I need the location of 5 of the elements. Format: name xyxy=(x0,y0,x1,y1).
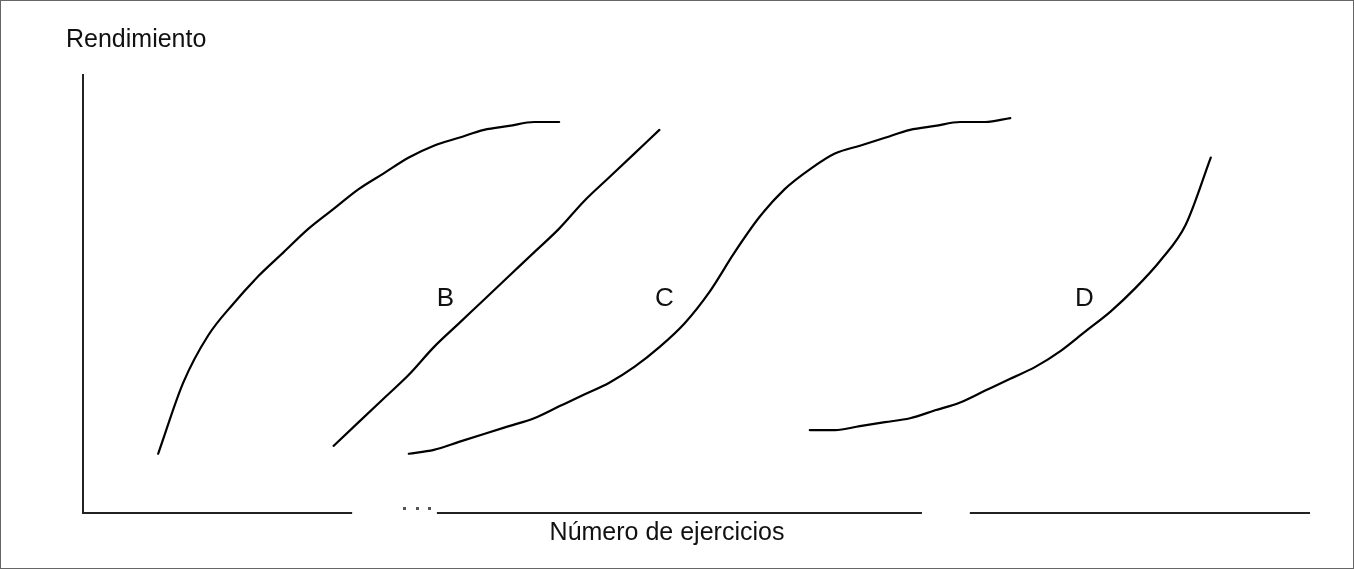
series-label: C xyxy=(654,281,674,312)
series-label: D xyxy=(1075,281,1094,312)
y-axis-title: Rendimiento xyxy=(66,24,207,52)
x-axis-title: Número de ejercicios xyxy=(549,517,785,545)
series-label: B xyxy=(436,281,455,312)
